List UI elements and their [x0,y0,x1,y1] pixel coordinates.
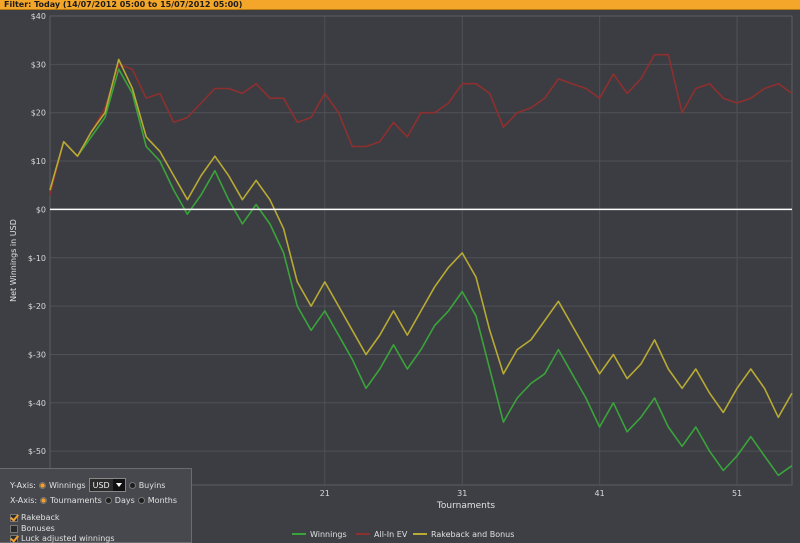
months-radio-label: Months [147,496,178,505]
x-tick-label: 21 [320,489,330,498]
plot-border [49,15,793,486]
x-axis-title: Tournaments [436,501,495,511]
y-tick-label: $-20 [28,302,46,311]
currency-select[interactable]: USD [88,478,126,492]
buyins-radio-label: Buyins [138,480,166,490]
y-tick-label: $-30 [28,350,46,359]
chevron-down-icon[interactable] [112,479,125,491]
y-tick-label: $-50 [28,447,46,456]
y-tick-label: $40 [31,12,46,21]
y-axis-label: Y-Axis: [10,480,36,490]
winnings-radio[interactable] [38,481,46,489]
series-line-rakeback-and-bonus [49,58,793,419]
x-tick-label: 51 [732,489,742,498]
bonuses-checkbox[interactable] [10,524,18,533]
luck-row: Luck adjusted winnings [10,534,115,543]
bonuses-checkbox-label: Bonuses [21,524,55,533]
rakeback-row: Rakeback [10,513,60,522]
buyins-radio[interactable] [128,481,136,489]
graph-options-panel: Y-Axis: Winnings USD Buyins X-Axis: Tour… [0,468,192,543]
luck-checkbox-label: Luck adjusted winnings [21,534,115,543]
x-axis-label: X-Axis: [10,496,38,505]
y-tick-label: $0 [36,205,46,214]
y-tick-label: $10 [31,157,46,166]
y-tick-label: $-10 [28,254,46,263]
rakeback-checkbox[interactable] [10,513,18,522]
net-winnings-chart: 21 31 41 51 $40 $30 $20 $10 $0 $-10 $-20 $-30 $-40 $-… [9,12,793,539]
legend-label: Rakeback and Bonus [431,530,514,539]
bonuses-row: Bonuses [10,524,55,533]
x-tick-label: 31 [457,489,467,498]
legend-label: Winnings [310,530,347,539]
x-axis-row: X-Axis: Tournaments Days Months [10,496,177,505]
plot-area [50,16,792,485]
legend-label: All-In EV [374,530,408,539]
filter-bar: Filter: Today (14/07/2012 05:00 to 15/07… [0,0,800,10]
tournaments-radio[interactable] [40,497,48,504]
winnings-radio-label: Winnings [48,480,86,490]
y-tick-label: $30 [31,60,46,69]
tournaments-radio-label: Tournaments [50,496,102,505]
luck-checkbox[interactable] [10,534,18,543]
days-radio-label: Days [114,496,135,505]
months-radio[interactable] [137,497,145,504]
x-tick-label: 41 [595,489,605,498]
filter-text: Filter: Today (14/07/2012 05:00 to 15/07… [4,0,243,9]
series-line-all-in-ev [49,53,793,196]
y-tick-label: $-40 [28,399,46,408]
y-axis-row: Y-Axis: Winnings USD Buyins [10,478,165,492]
y-tick-label: $20 [31,109,46,118]
currency-value: USD [92,480,110,490]
y-axis-title: Net Winnings in USD [9,219,18,302]
series-line-winnings [49,68,793,477]
rakeback-checkbox-label: Rakeback [21,513,60,522]
days-radio[interactable] [104,497,112,504]
